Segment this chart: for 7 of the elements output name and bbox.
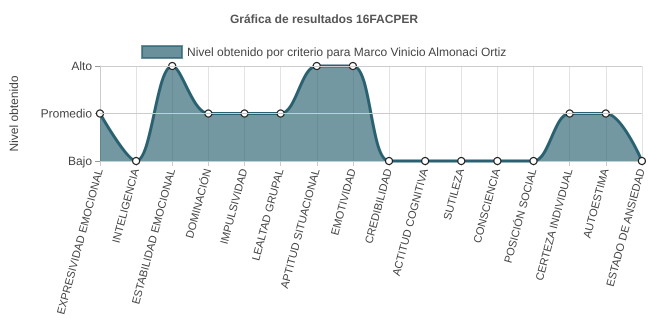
x-tick-label: LEALTAD GRUPAL [250, 167, 286, 262]
legend-label: Nivel obtenido por criterio para Marco Vinicio Almonaci Ortiz [187, 45, 506, 59]
y-axis-title: Nivel obtenido [7, 75, 21, 152]
category-label: Promedio [40, 106, 92, 120]
category-label: Bajo [68, 154, 92, 168]
category-label: Alto [71, 59, 92, 73]
chart-title: Gráfica de resultados 16FACPER [230, 12, 418, 26]
